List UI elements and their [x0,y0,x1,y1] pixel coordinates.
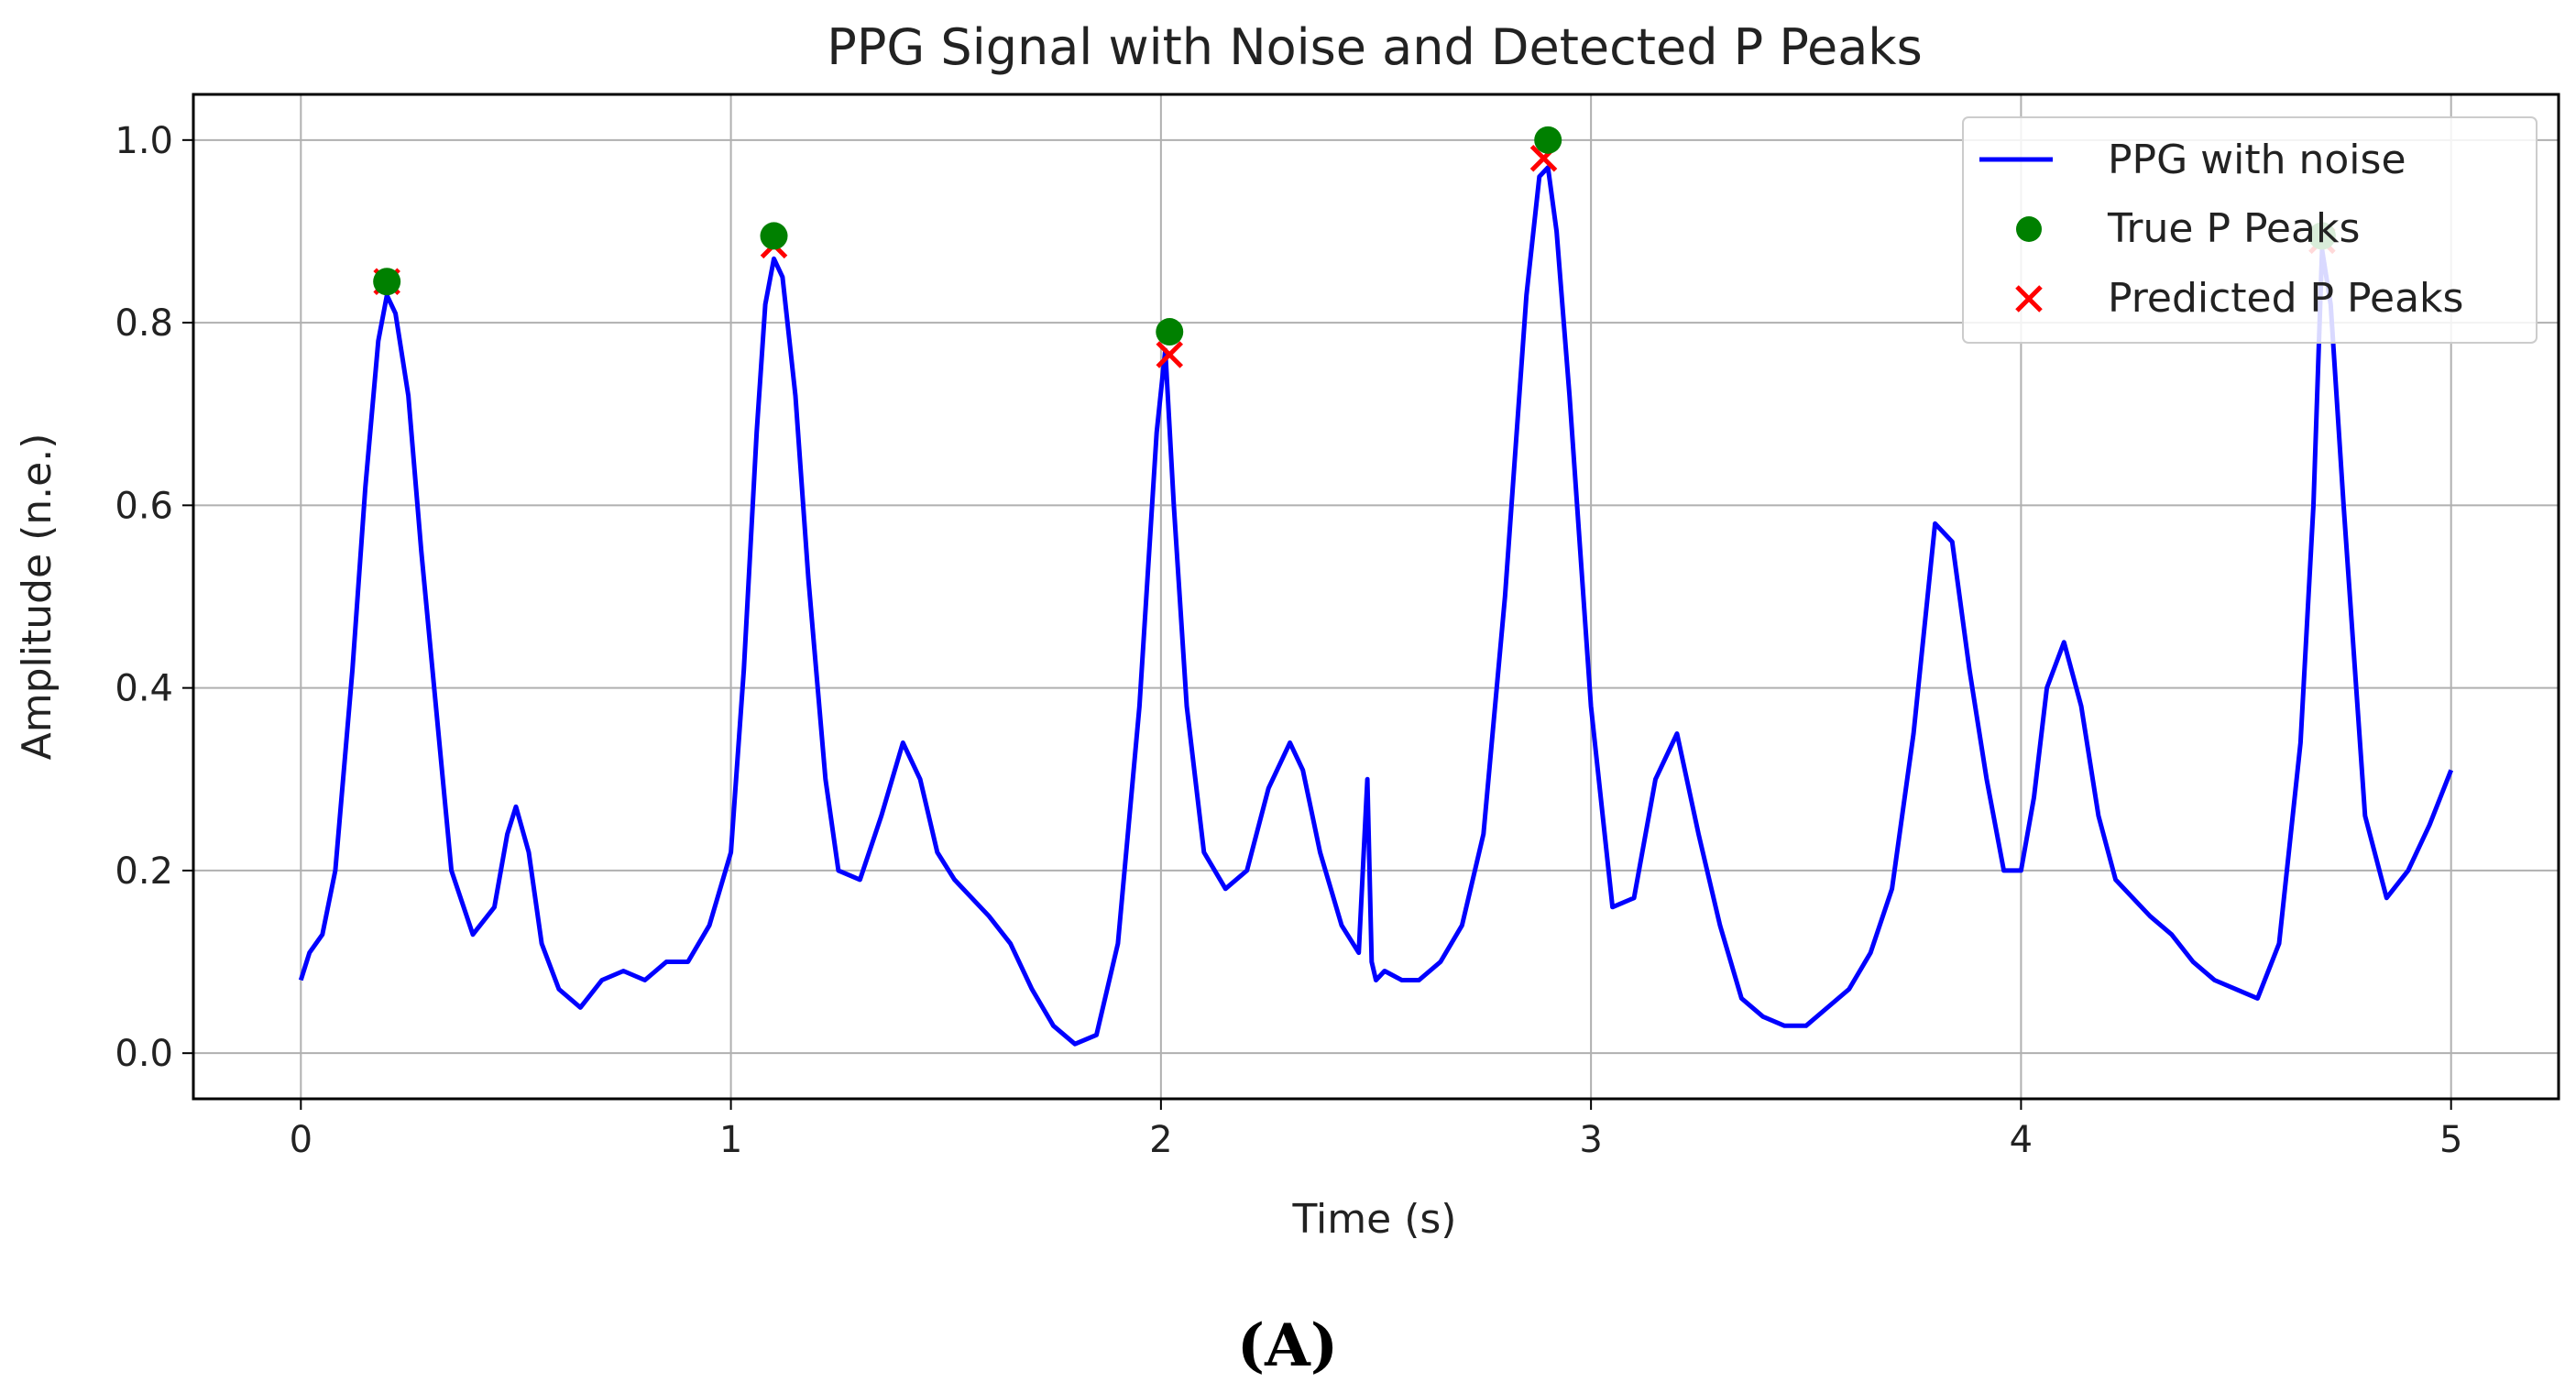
y-tick-label: 0.8 [115,302,173,345]
x-tick-label: 4 [2010,1119,2033,1161]
true-peak-marker [373,268,401,296]
x-axis-label: Time (s) [1292,1196,1457,1243]
legend-label-true-peaks: True P Peaks [2107,205,2360,252]
plot-series [298,165,2454,1047]
legend: PPG with noise True P Peaks Predicted P … [1962,116,2538,344]
x-tick-label: 0 [290,1119,312,1161]
x-tick-label: 3 [1579,1119,1602,1161]
legend-label-ppg: PPG with noise [2108,137,2406,183]
y-tick-label: 0.2 [115,850,173,893]
x-tick-label: 1 [719,1119,742,1161]
true-peak-marker [1156,318,1184,346]
panel-label: (A) [1237,1311,1338,1380]
y-axis-label: Amplitude (n.e.) [14,433,60,761]
y-tick-label: 1.0 [115,120,173,162]
x-tick-label: 5 [2439,1119,2462,1161]
y-tick-label: 0.4 [115,668,173,710]
true-peak-marker [1534,126,1562,154]
ppg-signal-line [298,165,2454,1047]
predicted-peak-marker [1156,341,1184,368]
axis-ticks: 0 1 2 3 4 5 0.0 0.2 0.4 0.6 0.8 1.0 [115,120,2462,1161]
legend-dot-swatch [2016,216,2042,242]
legend-label-predicted-peaks: Predicted P Peaks [2108,275,2463,322]
y-tick-label: 0.0 [115,1033,173,1075]
plot-area-frame [192,93,2560,1101]
legend-box [1962,116,2538,344]
legend-x-swatch [2015,285,2043,313]
y-tick-label: 0.6 [115,485,173,527]
chart-title: PPG Signal with Noise and Detected P Pea… [827,18,1922,76]
x-tick-label: 2 [1149,1119,1172,1161]
true-peak-marker [760,222,788,250]
